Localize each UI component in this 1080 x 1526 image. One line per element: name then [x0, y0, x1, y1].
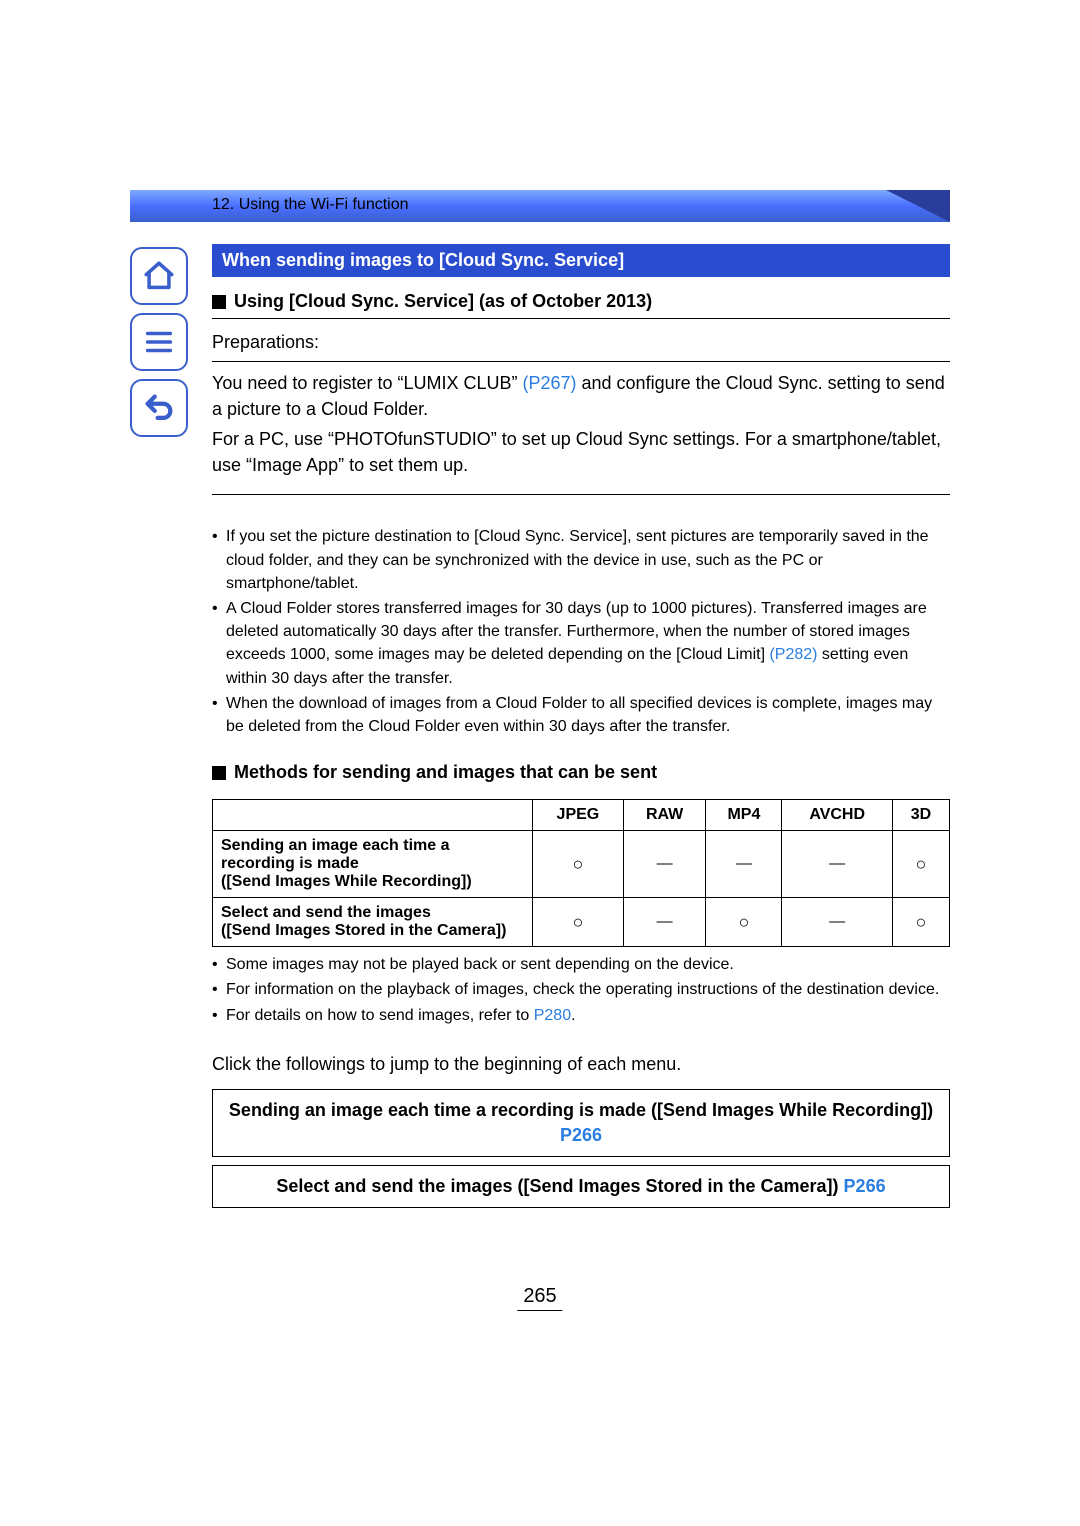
square-bullet-icon: [212, 295, 226, 309]
jump-intro: Click the followings to jump to the begi…: [212, 1051, 950, 1077]
jump-box-stored[interactable]: Select and send the images ([Send Images…: [212, 1165, 950, 1208]
link-p267[interactable]: (P267): [522, 373, 576, 393]
row2-raw: —: [623, 898, 706, 947]
info-bullets-2: Some images may not be played back or se…: [212, 953, 950, 1027]
subheading-cloud-sync: Using [Cloud Sync. Service] (as of Octob…: [212, 291, 950, 319]
content: When sending images to [Cloud Sync. Serv…: [212, 244, 950, 1208]
subheading-text: Using [Cloud Sync. Service] (as of Octob…: [234, 291, 652, 312]
preparations-block: You need to register to “LUMIX CLUB” (P2…: [212, 361, 950, 495]
subheading-methods-text: Methods for sending and images that can …: [234, 762, 657, 783]
col-avchd: AVCHD: [782, 800, 893, 831]
page: 12. Using the Wi-Fi function When sendin…: [130, 190, 950, 1216]
bullet2-3a: For details on how to send images, refer…: [226, 1007, 534, 1024]
prep-line-1: You need to register to “LUMIX CLUB” (P2…: [212, 370, 950, 422]
row2-3d: ○: [892, 898, 949, 947]
bullet-1: If you set the picture destination to [C…: [212, 525, 950, 595]
table-header-row: JPEG RAW MP4 AVCHD 3D: [213, 800, 950, 831]
col-mp4: MP4: [706, 800, 782, 831]
subheading-methods: Methods for sending and images that can …: [212, 762, 950, 789]
bullet2-3b: .: [571, 1007, 575, 1024]
link-p280[interactable]: P280: [534, 1007, 571, 1024]
col-3d: 3D: [892, 800, 949, 831]
row2-jpeg: ○: [533, 898, 624, 947]
jump-box1-text: Sending an image each time a recording i…: [229, 1100, 933, 1120]
page-number: 265: [517, 1285, 562, 1311]
row2-label: Select and send the images ([Send Images…: [213, 898, 533, 947]
col-jpeg: JPEG: [533, 800, 624, 831]
row1-mp4: —: [706, 831, 782, 898]
square-bullet-icon: [212, 766, 226, 780]
chapter-header: 12. Using the Wi-Fi function: [130, 190, 950, 222]
link-p282[interactable]: (P282): [769, 646, 817, 663]
info-bullets-1: If you set the picture destination to [C…: [212, 525, 950, 738]
prep-text-1a: You need to register to “LUMIX CLUB”: [212, 373, 522, 393]
bullet2-1: Some images may not be played back or se…: [212, 953, 950, 976]
chapter-label: 12. Using the Wi-Fi function: [212, 196, 409, 214]
preparations-label: Preparations:: [212, 329, 950, 355]
row1-avchd: —: [782, 831, 893, 898]
row1-3d: ○: [892, 831, 949, 898]
bullet-3: When the download of images from a Cloud…: [212, 692, 950, 738]
row1-raw: —: [623, 831, 706, 898]
row2-mp4: ○: [706, 898, 782, 947]
link-p266-b[interactable]: P266: [844, 1176, 886, 1196]
bullet2-3: For details on how to send images, refer…: [212, 1004, 950, 1027]
col-raw: RAW: [623, 800, 706, 831]
prep-line-2: For a PC, use “PHOTOfunSTUDIO” to set up…: [212, 426, 950, 478]
jump-box2-text: Select and send the images ([Send Images…: [276, 1176, 843, 1196]
row1-jpeg: ○: [533, 831, 624, 898]
bullet-2: A Cloud Folder stores transferred images…: [212, 597, 950, 690]
row1-label: Sending an image each time a recording i…: [213, 831, 533, 898]
table-row: Select and send the images ([Send Images…: [213, 898, 950, 947]
bullet2-2: For information on the playback of image…: [212, 978, 950, 1001]
table-row: Sending an image each time a recording i…: [213, 831, 950, 898]
jump-box-recording[interactable]: Sending an image each time a recording i…: [212, 1089, 950, 1157]
link-p266-a[interactable]: P266: [560, 1125, 602, 1145]
section-title-bar: When sending images to [Cloud Sync. Serv…: [212, 244, 950, 277]
row2-avchd: —: [782, 898, 893, 947]
methods-table: JPEG RAW MP4 AVCHD 3D Sending an image e…: [212, 799, 950, 947]
